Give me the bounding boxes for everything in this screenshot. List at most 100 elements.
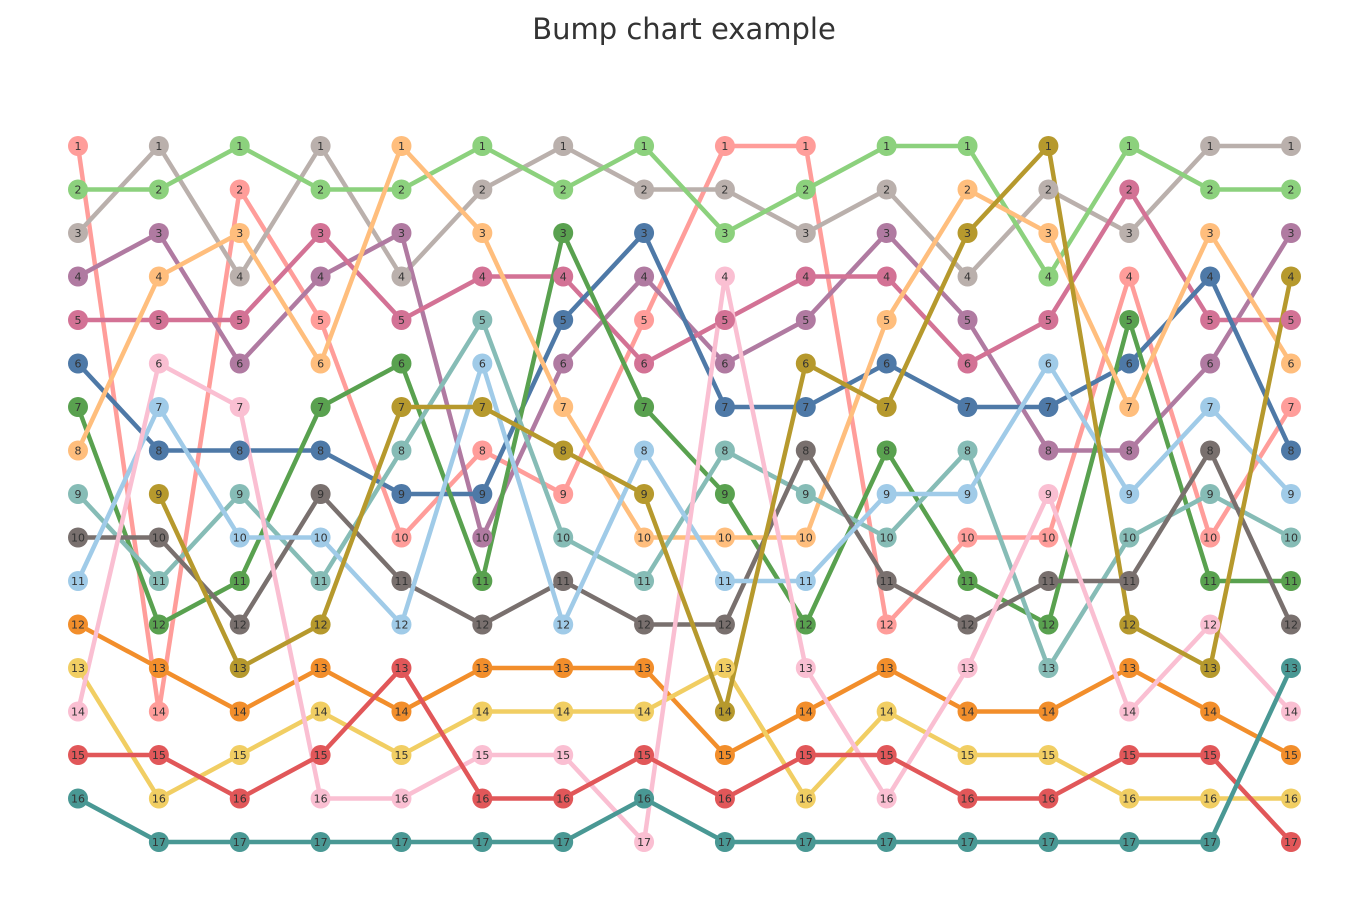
rank-label: 3 (317, 227, 324, 240)
rank-dot (1281, 614, 1301, 635)
rank-dot (391, 136, 412, 156)
rank-dot (1038, 571, 1059, 591)
rank-dot (1281, 527, 1301, 548)
rank-label: 13 (1284, 662, 1298, 675)
rank-dot (1281, 832, 1301, 852)
rank-label: 5 (641, 314, 648, 327)
rank-dot (310, 484, 331, 504)
rank-dot (229, 658, 250, 678)
rank-label: 15 (1041, 749, 1055, 762)
rank-label: 16 (475, 793, 489, 806)
rank-dot (876, 658, 897, 678)
rank-dot (714, 658, 735, 678)
rank-dot (1281, 745, 1301, 765)
rank-label: 7 (641, 401, 648, 414)
rank-label: 13 (314, 662, 328, 675)
rank-label: 9 (75, 488, 82, 501)
rank-dot (553, 701, 574, 722)
rank-dot (229, 614, 250, 635)
rank-label: 13 (233, 662, 247, 675)
rank-label: 3 (560, 227, 567, 240)
rank-dot (310, 266, 331, 287)
rank-label: 3 (641, 227, 648, 240)
rank-dot (1119, 745, 1140, 765)
series-line (75, 143, 1293, 540)
rank-dot (1038, 658, 1059, 678)
rank-dot (68, 745, 88, 765)
rank-label: 15 (1284, 749, 1298, 762)
rank-dot (391, 745, 412, 765)
rank-label: 1 (1045, 140, 1052, 153)
rank-dot (472, 353, 493, 374)
rank-label: 1 (802, 140, 809, 153)
rank-label: 11 (1203, 575, 1217, 588)
rank-dot (1038, 788, 1059, 809)
rank-label: 13 (799, 662, 813, 675)
rank-dot (876, 440, 897, 461)
rank-dot (714, 179, 735, 200)
rank-label: 1 (317, 140, 324, 153)
rank-dot (148, 484, 169, 504)
rank-label: 17 (1122, 836, 1136, 849)
rank-dot (148, 266, 169, 287)
rank-label: 15 (1203, 749, 1217, 762)
rank-label: 10 (1284, 532, 1298, 545)
rank-label: 9 (721, 488, 728, 501)
rank-label: 9 (479, 488, 486, 501)
rank-label: 11 (880, 575, 894, 588)
rank-dot (795, 310, 816, 330)
rank-label: 1 (479, 140, 486, 153)
rank-label: 6 (721, 358, 728, 371)
rank-label: 7 (1288, 401, 1295, 414)
rank-dot (1281, 136, 1301, 156)
rank-label: 6 (75, 358, 82, 371)
series-line (78, 665, 1293, 844)
rank-label: 14 (556, 706, 570, 719)
rank-dot (957, 179, 978, 200)
rank-dot (229, 745, 250, 765)
rank-dot (148, 310, 169, 330)
rank-dot (229, 440, 250, 461)
rank-dot (553, 397, 574, 417)
rank-dot (229, 788, 250, 809)
rank-dot (1038, 223, 1059, 243)
rank-label: 6 (317, 358, 324, 371)
rank-label: 3 (964, 227, 971, 240)
rank-dot (714, 136, 735, 156)
rank-label: 11 (556, 575, 570, 588)
rank-dot (1200, 571, 1221, 591)
rank-dot (472, 788, 493, 809)
rank-label: 17 (1284, 836, 1298, 849)
rank-dot (795, 745, 816, 765)
rank-dot (148, 353, 169, 374)
rank-dot (957, 614, 978, 635)
rank-dot (472, 179, 493, 200)
rank-label: 13 (475, 662, 489, 675)
rank-dot (1038, 136, 1059, 156)
rank-dot (1281, 658, 1301, 678)
rank-label: 5 (1288, 314, 1295, 327)
rank-label: 6 (641, 358, 648, 371)
rank-dot (472, 266, 493, 287)
rank-label: 6 (155, 358, 162, 371)
rank-label: 10 (556, 532, 570, 545)
rank-label: 12 (961, 619, 975, 632)
rank-label: 13 (71, 662, 85, 675)
rank-dot (795, 527, 816, 548)
rank-label: 2 (479, 184, 486, 197)
rank-dot (472, 658, 493, 678)
rank-dot (391, 353, 412, 374)
rank-label: 11 (475, 575, 489, 588)
rank-dot (148, 179, 169, 200)
rank-dot (310, 440, 331, 461)
rank-label: 13 (556, 662, 570, 675)
rank-dot (310, 136, 331, 156)
rank-dot (634, 223, 655, 243)
rank-dot (1119, 788, 1140, 809)
rank-label: 2 (1126, 184, 1133, 197)
rank-label: 2 (802, 184, 809, 197)
rank-dot (1119, 179, 1140, 200)
rank-label: 10 (71, 532, 85, 545)
rank-label: 15 (394, 749, 408, 762)
